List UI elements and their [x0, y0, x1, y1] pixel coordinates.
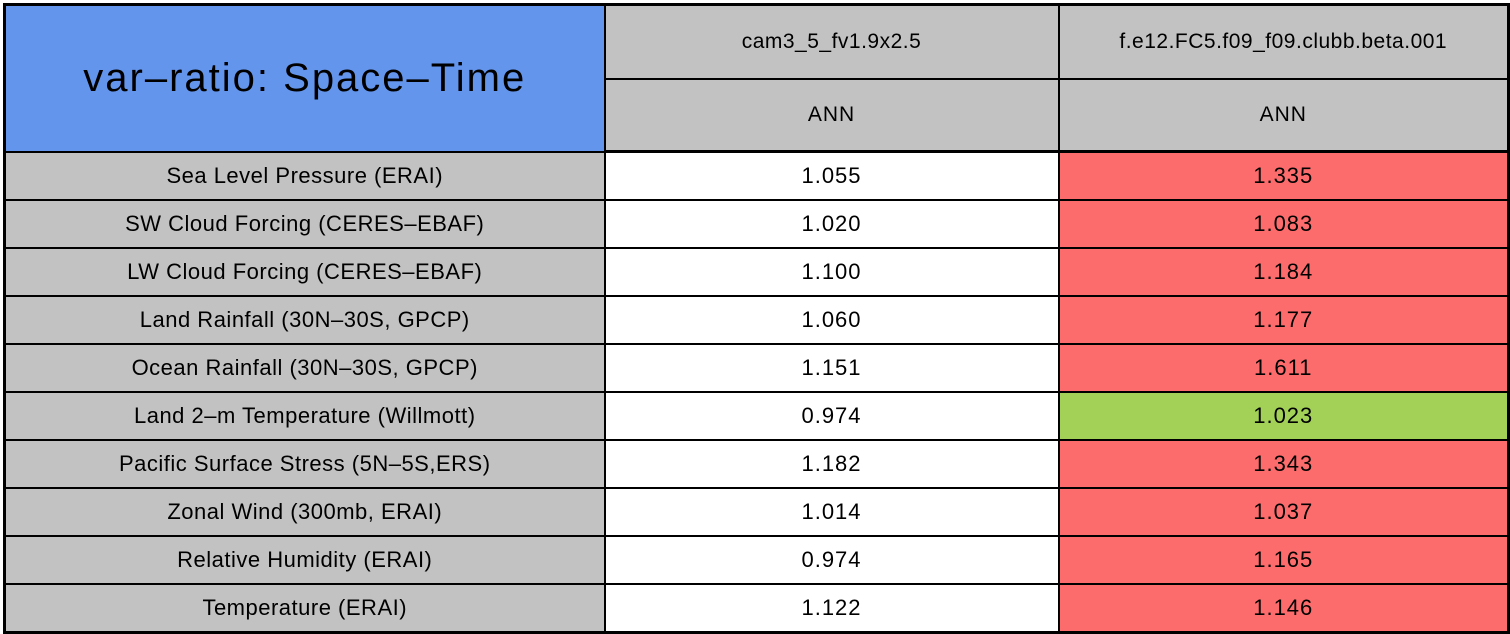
test-value: 1.146: [1057, 583, 1510, 634]
table-row: Land Rainfall (30N–30S, GPCP) 1.060 1.17…: [3, 295, 1510, 345]
row-label: Land 2–m Temperature (Willmott): [3, 391, 606, 441]
table-title: var–ratio: Space–Time: [3, 3, 606, 153]
season-header-row: ANN ANN: [5, 78, 1510, 153]
control-value: 1.122: [603, 583, 1060, 634]
control-value: 1.060: [603, 295, 1060, 345]
row-label: Temperature (ERAI): [3, 583, 606, 634]
table-row: Land 2–m Temperature (Willmott) 0.974 1.…: [3, 391, 1510, 441]
control-value: 1.014: [603, 487, 1060, 537]
test-value: 1.335: [1057, 150, 1510, 201]
row-label: SW Cloud Forcing (CERES–EBAF): [3, 199, 606, 249]
row-label: Sea Level Pressure (ERAI): [3, 150, 606, 201]
model-header-control: cam3_5_fv1.9x2.5: [603, 3, 1060, 80]
model-header-row: var–ratio: Space–Time cam3_5_fv1.9x2.5 f…: [3, 3, 1510, 153]
season-header-test: ANN: [1057, 78, 1510, 153]
table-row: Ocean Rainfall (30N–30S, GPCP) 1.151 1.6…: [3, 343, 1510, 393]
row-label: Zonal Wind (300mb, ERAI): [3, 487, 606, 537]
model-header-test: f.e12.FC5.f09_f09.clubb.beta.001: [1057, 3, 1510, 80]
test-value: 1.184: [1057, 247, 1510, 297]
test-value: 1.165: [1057, 535, 1510, 585]
table-row: LW Cloud Forcing (CERES–EBAF) 1.100 1.18…: [3, 247, 1510, 297]
test-value: 1.023: [1057, 391, 1510, 441]
table-row: Relative Humidity (ERAI) 0.974 1.165: [3, 535, 1510, 585]
test-value: 1.177: [1057, 295, 1510, 345]
table-row: Temperature (ERAI) 1.122 1.146: [3, 583, 1510, 634]
control-value: 1.020: [603, 199, 1060, 249]
table-row: Pacific Surface Stress (5N–5S,ERS) 1.182…: [3, 439, 1510, 489]
control-value: 1.182: [603, 439, 1060, 489]
control-value: 0.974: [603, 391, 1060, 441]
test-value: 1.083: [1057, 199, 1510, 249]
control-value: 1.055: [603, 150, 1060, 201]
control-value: 0.974: [603, 535, 1060, 585]
row-label: Relative Humidity (ERAI): [3, 535, 606, 585]
test-value: 1.343: [1057, 439, 1510, 489]
table-row: Zonal Wind (300mb, ERAI) 1.014 1.037: [3, 487, 1510, 537]
season-header-control: ANN: [603, 78, 1060, 153]
var-ratio-metrics-table: var–ratio: Space–Time cam3_5_fv1.9x2.5 f…: [3, 3, 1510, 634]
control-value: 1.100: [603, 247, 1060, 297]
table-row: Sea Level Pressure (ERAI) 1.055 1.335: [3, 150, 1510, 201]
row-label: Pacific Surface Stress (5N–5S,ERS): [3, 439, 606, 489]
row-label: LW Cloud Forcing (CERES–EBAF): [3, 247, 606, 297]
test-value: 1.037: [1057, 487, 1510, 537]
row-label: Ocean Rainfall (30N–30S, GPCP): [3, 343, 606, 393]
test-value: 1.611: [1057, 343, 1510, 393]
table-row: SW Cloud Forcing (CERES–EBAF) 1.020 1.08…: [3, 199, 1510, 249]
row-label: Land Rainfall (30N–30S, GPCP): [3, 295, 606, 345]
control-value: 1.151: [603, 343, 1060, 393]
